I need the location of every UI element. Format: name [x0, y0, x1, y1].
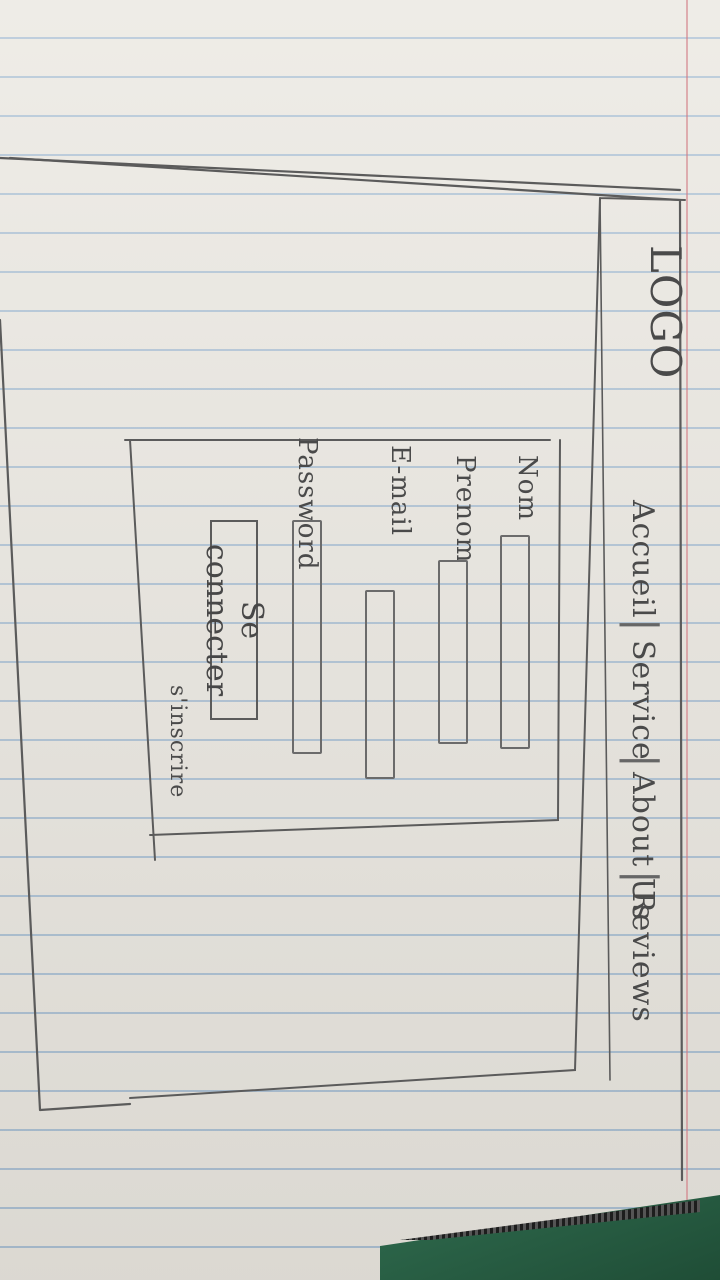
- nav-separator: |: [619, 870, 665, 885]
- nav-separator: |: [619, 754, 665, 769]
- nav-item-reviews[interactable]: Reviews: [625, 890, 660, 1023]
- field-label-email: E-mail: [385, 445, 415, 537]
- nav-item-service[interactable]: Service: [625, 640, 660, 761]
- logo[interactable]: LOGO: [641, 245, 690, 380]
- outer-frame-top: [0, 156, 682, 192]
- form-container: [124, 439, 561, 861]
- field-label-prenom: Prenom: [450, 455, 480, 564]
- header-divider: [599, 197, 611, 1081]
- email-input[interactable]: [365, 590, 395, 779]
- nom-input[interactable]: [500, 535, 530, 749]
- nav-item-accueil[interactable]: Accueil: [625, 500, 660, 619]
- se-connecter-button[interactable]: Se connecter: [199, 520, 269, 720]
- password-input[interactable]: [292, 520, 322, 754]
- prenom-input[interactable]: [438, 560, 468, 744]
- signup-link[interactable]: s'inscrire: [165, 685, 190, 799]
- main-frame: [129, 197, 686, 1099]
- field-label-nom: Nom: [512, 455, 542, 522]
- nav-separator: |: [619, 618, 665, 633]
- margin-line: [686, 0, 688, 1280]
